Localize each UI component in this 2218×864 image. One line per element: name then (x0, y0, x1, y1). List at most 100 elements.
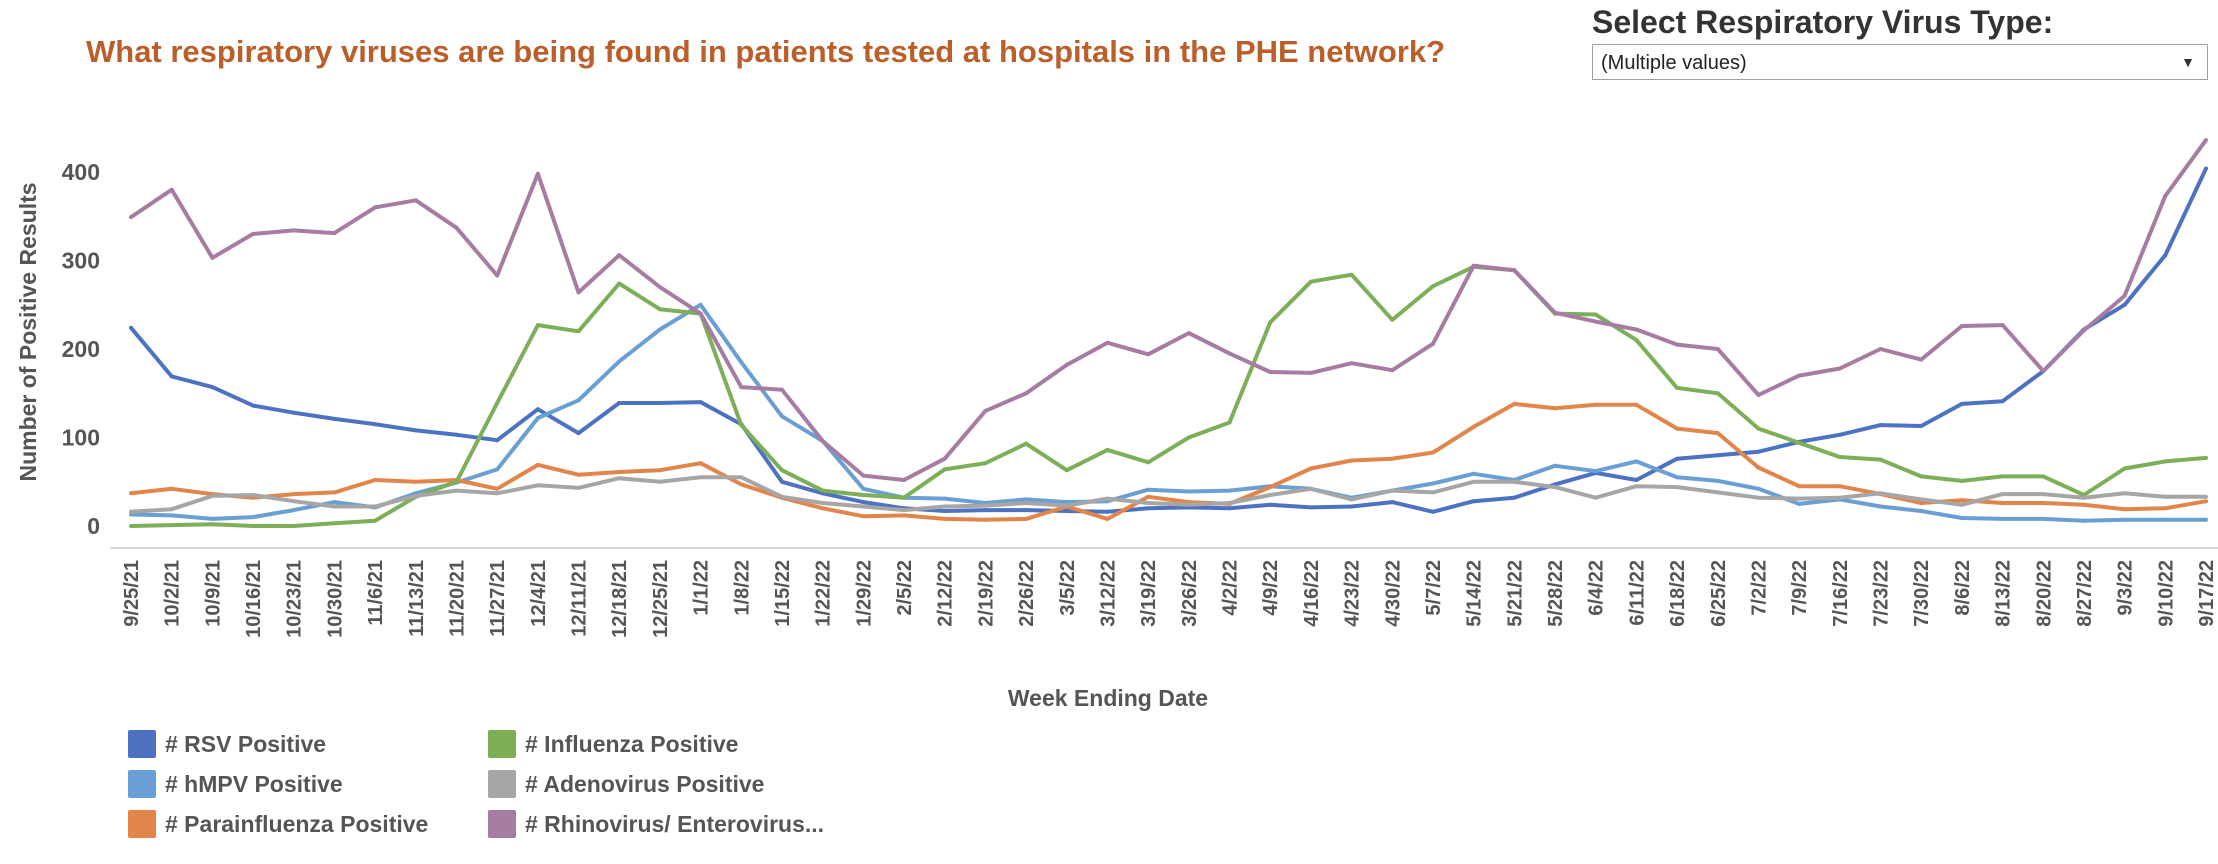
data-point[interactable] (1431, 509, 1435, 514)
data-point[interactable] (2163, 517, 2168, 522)
data-point[interactable] (535, 171, 540, 176)
data-point[interactable] (1105, 340, 1110, 345)
data-point[interactable] (1715, 490, 1720, 495)
data-point[interactable] (1756, 449, 1761, 454)
data-point[interactable] (1146, 487, 1151, 492)
data-point[interactable] (1756, 465, 1761, 470)
series-line-1[interactable] (130, 302, 2206, 523)
data-point[interactable] (1308, 486, 1313, 491)
data-point[interactable] (2041, 369, 2046, 374)
data-point[interactable] (373, 504, 378, 509)
data-point[interactable] (2041, 492, 2046, 497)
data-point[interactable] (1878, 457, 1883, 462)
data-point[interactable] (373, 422, 378, 427)
data-point[interactable] (1634, 478, 1639, 482)
data-point[interactable] (1715, 453, 1720, 458)
data-point[interactable] (1227, 420, 1232, 425)
data-point[interactable] (1919, 509, 1924, 513)
data-point[interactable] (1146, 352, 1151, 357)
data-point[interactable] (1553, 463, 1557, 468)
data-point[interactable] (495, 438, 500, 443)
data-point[interactable] (780, 468, 784, 473)
data-point[interactable] (1431, 490, 1435, 495)
data-point[interactable] (1959, 478, 1964, 483)
data-point[interactable] (2122, 517, 2127, 522)
data-point[interactable] (820, 488, 825, 493)
data-point[interactable] (2204, 494, 2208, 499)
data-point[interactable] (413, 428, 418, 433)
data-point[interactable] (535, 462, 540, 467)
data-point[interactable] (1268, 502, 1273, 507)
data-point[interactable] (1878, 491, 1883, 496)
data-point[interactable] (2081, 495, 2086, 500)
data-point[interactable] (1919, 474, 1924, 479)
data-point[interactable] (332, 521, 337, 526)
data-point[interactable] (413, 198, 418, 203)
data-point[interactable] (2163, 193, 2168, 198)
data-point[interactable] (1390, 456, 1395, 461)
data-point[interactable] (1919, 424, 1924, 428)
data-point[interactable] (942, 509, 947, 513)
data-point[interactable] (1675, 456, 1680, 461)
data-point[interactable] (1431, 341, 1435, 346)
data-point[interactable] (2122, 293, 2127, 298)
data-point[interactable] (129, 509, 133, 514)
data-point[interactable] (251, 231, 256, 236)
data-point[interactable] (780, 494, 784, 499)
data-point[interactable] (657, 307, 662, 312)
data-point[interactable] (1959, 401, 1964, 406)
data-point[interactable] (1471, 471, 1476, 476)
data-point[interactable] (373, 518, 378, 523)
data-point[interactable] (1146, 460, 1151, 465)
data-point[interactable] (820, 501, 825, 505)
data-point[interactable] (1390, 500, 1395, 505)
data-point[interactable] (210, 255, 215, 260)
data-point[interactable] (780, 414, 784, 419)
data-point[interactable] (1675, 475, 1680, 480)
data-point[interactable] (1431, 481, 1435, 486)
data-point[interactable] (535, 483, 540, 488)
data-point[interactable] (983, 408, 988, 413)
data-point[interactable] (617, 470, 622, 474)
data-point[interactable] (861, 500, 866, 505)
data-point[interactable] (576, 472, 581, 477)
data-point[interactable] (1227, 501, 1232, 505)
data-point[interactable] (2000, 501, 2005, 505)
data-point[interactable] (2163, 459, 2168, 464)
data-point[interactable] (1512, 479, 1517, 484)
data-point[interactable] (291, 410, 296, 415)
data-point[interactable] (1797, 496, 1802, 501)
data-point[interactable] (332, 504, 337, 509)
data-point[interactable] (861, 514, 866, 519)
legend-item-adenovirus[interactable]: # Adenovirus Positive (488, 770, 764, 798)
data-point[interactable] (454, 432, 459, 437)
data-point[interactable] (1959, 498, 1964, 503)
data-point[interactable] (739, 385, 744, 390)
data-point[interactable] (1186, 331, 1191, 336)
data-point[interactable] (2122, 507, 2127, 512)
data-point[interactable] (332, 500, 337, 505)
data-point[interactable] (780, 387, 784, 392)
data-point[interactable] (169, 374, 174, 379)
data-point[interactable] (1024, 391, 1029, 396)
data-point[interactable] (1024, 497, 1029, 502)
data-point[interactable] (332, 231, 337, 236)
data-point[interactable] (1593, 469, 1598, 474)
data-point[interactable] (1024, 501, 1029, 505)
data-point[interactable] (1024, 508, 1029, 513)
data-point[interactable] (1553, 406, 1557, 411)
data-point[interactable] (169, 507, 174, 512)
data-point[interactable] (1593, 402, 1598, 407)
data-point[interactable] (210, 522, 215, 527)
data-point[interactable] (1675, 342, 1680, 347)
data-point[interactable] (2204, 517, 2208, 522)
data-point[interactable] (2041, 516, 2046, 521)
data-point[interactable] (1837, 366, 1842, 371)
data-point[interactable] (576, 398, 581, 403)
data-point[interactable] (1064, 509, 1069, 513)
data-point[interactable] (902, 495, 906, 500)
series-line-2[interactable] (130, 401, 2207, 522)
data-point[interactable] (780, 479, 784, 484)
data-point[interactable] (210, 516, 215, 521)
data-point[interactable] (535, 407, 540, 412)
